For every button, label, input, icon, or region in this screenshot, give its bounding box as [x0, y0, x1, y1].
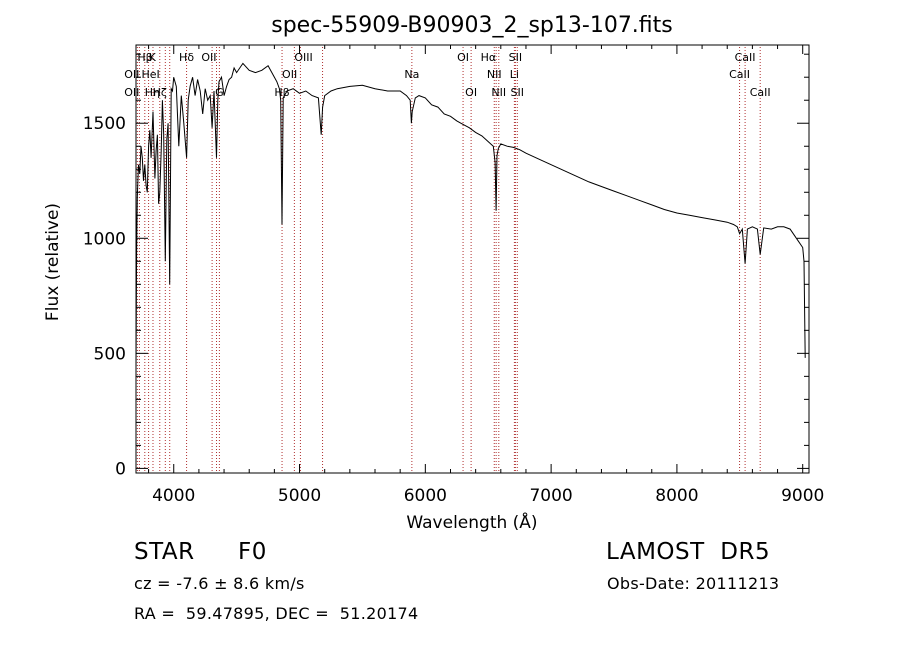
line-marker-label: CaII	[750, 86, 771, 99]
x-axis-label: Wavelength (Å)	[406, 511, 537, 533]
line-marker-label: Hη	[145, 86, 160, 99]
line-marker-label: NII	[491, 86, 506, 99]
redshift-velocity: cz = -7.6 ± 8.6 km/s	[134, 574, 305, 593]
line-marker-label: OII	[282, 68, 297, 81]
line-marker-label: OI	[457, 51, 469, 64]
object-class: STAR	[134, 539, 195, 565]
line-marker-label: Hζ	[153, 86, 167, 99]
line-marker-label: CaII	[729, 68, 750, 81]
x-tick-label: 6000	[404, 486, 447, 506]
line-marker-label: HeI	[141, 68, 159, 81]
line-marker-label: OI	[465, 86, 477, 99]
line-marker-label: Hδ	[179, 51, 194, 64]
x-tick-label: 7000	[529, 486, 572, 506]
line-marker-label: OII	[124, 68, 139, 81]
x-tick-label: 9000	[781, 486, 824, 506]
x-tick-label: 8000	[655, 486, 698, 506]
spectrum-line	[135, 62, 806, 370]
line-marker-label: Li	[510, 68, 519, 81]
y-tick-label: 0	[115, 459, 126, 479]
y-tick-label: 1500	[83, 114, 126, 134]
line-marker-group	[136, 47, 761, 473]
line-marker-label: K	[149, 51, 157, 64]
subclass: F0	[238, 539, 267, 565]
observation-date: Obs-Date: 20111213	[607, 574, 780, 593]
survey-name: LAMOST DR5	[606, 539, 771, 565]
y-axis: 0 500 1000 1500	[83, 53, 809, 479]
line-marker-label: Hα	[481, 51, 497, 64]
line-marker-label: OIII	[294, 51, 312, 64]
line-marker-label: Hβ	[274, 86, 289, 99]
line-marker-label: SII	[509, 51, 522, 64]
y-axis-label: Flux (relative)	[43, 203, 63, 321]
x-axis: 4000 5000 6000 7000 8000 9000	[148, 45, 824, 506]
line-marker-label: Na	[404, 68, 419, 81]
line-marker-label: NII	[487, 68, 502, 81]
line-marker-label: SII	[511, 86, 524, 99]
line-marker-label: Hβ	[137, 51, 152, 64]
coordinates: RA = 59.47895, DEC = 51.20174	[134, 604, 419, 623]
line-marker-label: CaII	[735, 51, 756, 64]
y-tick-label: 500	[94, 344, 126, 364]
plot-frame	[135, 44, 810, 474]
x-tick-label: 5000	[278, 486, 321, 506]
line-marker-label: OII	[124, 86, 139, 99]
x-tick-label: 4000	[152, 486, 195, 506]
chart-title: spec-55909-B90903_2_sp13-107.fits	[271, 13, 673, 38]
line-marker-label: OII	[201, 51, 216, 64]
line-marker-label: G	[215, 86, 224, 99]
y-tick-label: 1000	[83, 229, 126, 249]
